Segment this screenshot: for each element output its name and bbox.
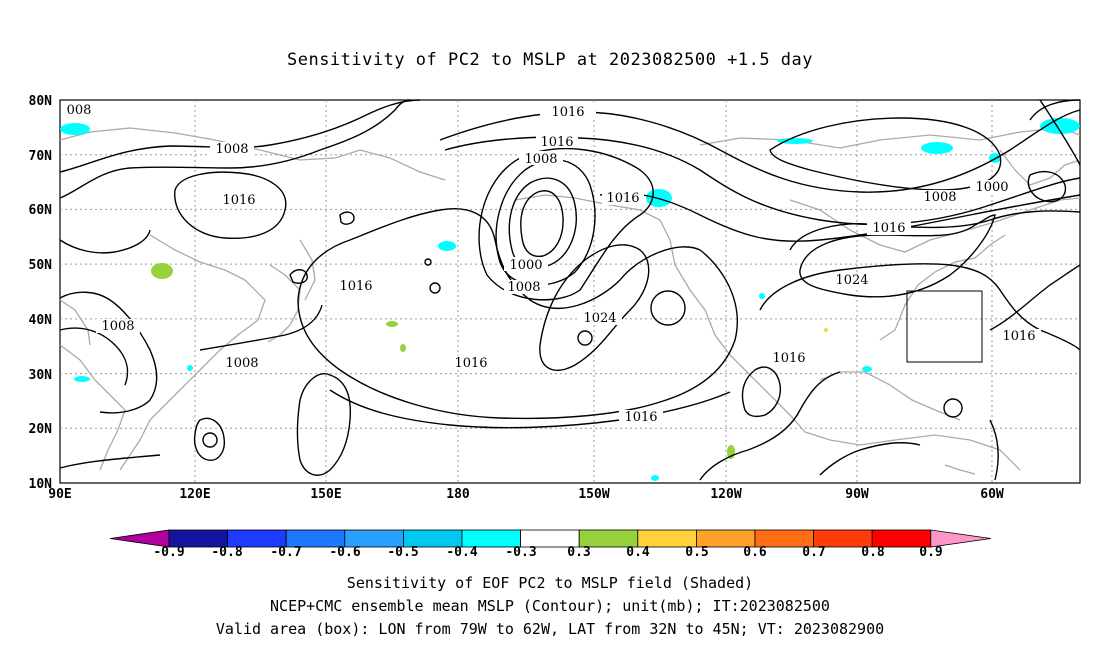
contour-label: 1016	[540, 135, 573, 150]
shaded-patches	[60, 118, 1080, 481]
colorbar-label: -0.6	[329, 545, 360, 560]
lat-label: 40N	[29, 313, 53, 328]
lat-label: 70N	[29, 149, 53, 164]
colorbar-label: 0.7	[802, 545, 825, 560]
contour-label: 1000	[509, 258, 542, 273]
lat-label: 60N	[29, 203, 53, 218]
lat-label: 30N	[29, 368, 53, 383]
contour-label: 008	[67, 103, 92, 118]
contour-label: 1016	[624, 410, 657, 425]
valid-area-box	[906, 290, 983, 363]
lon-label: 150E	[310, 487, 341, 502]
colorbar-label: 0.5	[685, 545, 708, 560]
lon-axis: 90E 120E 150E 180 150W 120W 90W 60W	[48, 487, 1004, 502]
shade-green-2	[386, 321, 398, 327]
lat-label: 10N	[29, 477, 53, 492]
shade-cyan-1	[60, 123, 90, 135]
contour-label: 1016	[872, 221, 905, 236]
contour-label: 1024	[835, 273, 868, 288]
lon-label: 120E	[179, 487, 210, 502]
shade-green-1	[151, 263, 173, 279]
shade-cyan-4	[921, 142, 953, 154]
grid-lines	[60, 100, 1080, 483]
lat-label: 50N	[29, 258, 53, 273]
contour-label: 1016	[1002, 329, 1035, 344]
contour-label: 1016	[222, 193, 255, 208]
shade-yellow-1	[824, 328, 828, 332]
colorbar-label: 0.6	[743, 545, 767, 560]
mslp-contours	[59, 99, 1081, 481]
shade-cyan-12	[187, 365, 193, 371]
colorbar-arrow-right	[930, 529, 991, 548]
lat-axis: 80N 70N 60N 50N 40N 30N 20N 10N	[29, 94, 53, 492]
contour-labels: 1016 1016 1008 1000 1008 1016 1024 1016 …	[62, 103, 1041, 425]
contour-label: 1000	[975, 180, 1008, 195]
contour-label: 1008	[524, 152, 557, 167]
lon-label: 150W	[578, 487, 609, 502]
contour-label: 1008	[225, 356, 258, 371]
colorbar-label: 0.8	[861, 545, 885, 560]
contour-label: 1008	[923, 190, 956, 205]
contour-label: 1008	[507, 280, 540, 295]
lon-label: 90E	[48, 487, 71, 502]
colorbar-label: -0.7	[270, 545, 301, 560]
colorbar-label: -0.9	[153, 545, 184, 560]
colorbar	[109, 529, 991, 548]
lon-label: 180	[446, 487, 470, 502]
contour-label: 1008	[101, 319, 134, 334]
contour-label: 1016	[339, 279, 372, 294]
shade-cyan-9	[862, 366, 872, 372]
caption-line-2: NCEP+CMC ensemble mean MSLP (Contour); u…	[270, 597, 830, 615]
contour-label: 1008	[215, 142, 248, 157]
contour-label: 1016	[551, 105, 584, 120]
contour-label: 1016	[454, 356, 487, 371]
lon-label: 60W	[980, 487, 1004, 502]
shade-cyan-10	[759, 293, 765, 299]
colorbar-label: 0.9	[919, 545, 942, 560]
lon-label: 90W	[845, 487, 869, 502]
caption-line-3: Valid area (box): LON from 79W to 62W, L…	[215, 620, 885, 638]
shade-cyan-8	[74, 376, 90, 382]
colorbar-label: -0.8	[211, 545, 242, 560]
colorbar-label: 0.4	[626, 545, 650, 560]
colorbar-label: 0.3	[567, 545, 590, 560]
lat-label: 20N	[29, 422, 53, 437]
shade-cyan-3	[438, 241, 456, 251]
colorbar-label: -0.4	[446, 545, 477, 560]
map-title: Sensitivity of PC2 to MSLP at 2023082500…	[286, 50, 813, 70]
shade-cyan-7	[777, 138, 813, 144]
lon-label: 120W	[710, 487, 741, 502]
shade-cyan-6	[1040, 118, 1080, 134]
contour-label: 1024	[583, 311, 616, 326]
caption-line-1: Sensitivity of EOF PC2 to MSLP field (Sh…	[346, 574, 754, 592]
colorbar-label: -0.5	[387, 545, 418, 560]
contour-label: 1016	[606, 191, 639, 206]
lat-label: 80N	[29, 94, 53, 109]
shade-cyan-11	[651, 475, 659, 481]
shade-green-3	[400, 344, 406, 352]
contour-label: 1016	[772, 351, 805, 366]
colorbar-label: -0.3	[505, 545, 536, 560]
colorbar-labels: -0.9 -0.8 -0.7 -0.6 -0.5 -0.4 -0.3 0.3 0…	[153, 545, 942, 560]
